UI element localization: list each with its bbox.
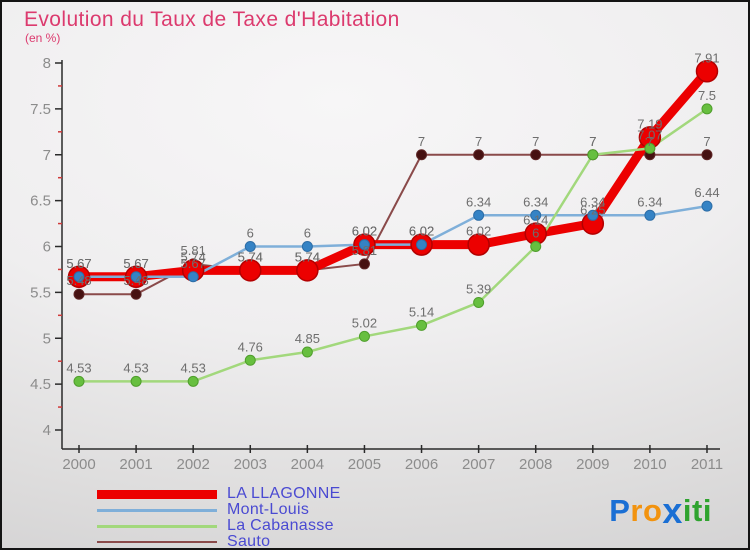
- svg-text:7: 7: [418, 134, 425, 149]
- svg-text:2002: 2002: [176, 456, 209, 473]
- svg-text:7: 7: [532, 134, 539, 149]
- svg-text:5.67: 5.67: [123, 256, 148, 271]
- proxiti-logo: Proxiti: [609, 488, 712, 531]
- svg-text:7: 7: [646, 134, 653, 149]
- svg-text:4.85: 4.85: [295, 331, 320, 346]
- legend-item-mont-louis: Mont-Louis: [97, 501, 341, 518]
- svg-text:6.44: 6.44: [694, 185, 719, 200]
- svg-text:5.74: 5.74: [238, 249, 263, 264]
- svg-text:2007: 2007: [462, 456, 495, 473]
- legend-item-la-llagonne: LA LLAGONNE: [97, 485, 341, 502]
- svg-text:5.74: 5.74: [295, 249, 320, 264]
- svg-text:5.67: 5.67: [123, 256, 148, 271]
- logo-letter: i: [702, 493, 712, 528]
- chart-title: Evolution du Taux de Taxe d'Habitation: [24, 8, 400, 31]
- legend-label: LA LLAGONNE: [227, 485, 341, 502]
- legend: LA LLAGONNE Mont-Louis La Cabanasse Sauto: [97, 485, 341, 550]
- svg-text:7.07: 7.07: [637, 127, 662, 142]
- logo-letter: P: [609, 493, 631, 528]
- svg-text:4.53: 4.53: [66, 360, 91, 375]
- svg-text:6.34: 6.34: [580, 194, 605, 209]
- svg-text:2011: 2011: [691, 456, 723, 473]
- svg-text:7: 7: [589, 134, 596, 149]
- svg-text:2008: 2008: [519, 456, 552, 473]
- svg-text:5.74: 5.74: [181, 249, 206, 264]
- logo-letter: o: [642, 493, 663, 528]
- svg-text:4.76: 4.76: [238, 339, 263, 354]
- legend-swatch: [97, 541, 217, 543]
- svg-text:2006: 2006: [405, 456, 438, 473]
- svg-text:8: 8: [43, 55, 51, 72]
- svg-text:5.67: 5.67: [181, 256, 206, 271]
- legend-swatch: [97, 508, 217, 512]
- svg-text:6: 6: [304, 226, 311, 241]
- svg-text:7.91: 7.91: [694, 50, 719, 65]
- svg-text:7.19: 7.19: [637, 116, 662, 131]
- svg-text:7: 7: [703, 134, 710, 149]
- svg-text:6.34: 6.34: [466, 194, 491, 209]
- svg-text:5.02: 5.02: [352, 315, 377, 330]
- legend-swatch: [97, 489, 217, 499]
- svg-text:2009: 2009: [576, 456, 609, 473]
- svg-text:2003: 2003: [234, 456, 267, 473]
- svg-text:5.48: 5.48: [123, 273, 148, 288]
- legend-item-sauto: Sauto: [97, 533, 341, 550]
- svg-text:6.02: 6.02: [466, 224, 491, 239]
- svg-text:2001: 2001: [119, 456, 152, 473]
- svg-text:5.5: 5.5: [30, 284, 51, 301]
- logo-letter: r: [630, 493, 643, 528]
- svg-text:5.74: 5.74: [295, 249, 320, 264]
- tax-rate-line-chart: 4 4.5 5 5.5 6 6.5 7 7.5 8 2000 2001 2002 2003 2004 200…: [30, 50, 723, 473]
- svg-text:6.02: 6.02: [352, 224, 377, 239]
- svg-text:4.53: 4.53: [181, 360, 206, 375]
- logo-letter: x: [662, 490, 683, 531]
- svg-text:5.74: 5.74: [238, 249, 263, 264]
- svg-text:6.5: 6.5: [30, 193, 51, 210]
- legend-label: Sauto: [227, 533, 271, 550]
- svg-text:7.5: 7.5: [30, 101, 51, 118]
- svg-text:2004: 2004: [291, 456, 324, 473]
- svg-text:6.02: 6.02: [409, 224, 434, 239]
- svg-text:6.34: 6.34: [523, 194, 548, 209]
- svg-text:2010: 2010: [633, 456, 666, 473]
- svg-text:5.67: 5.67: [66, 256, 91, 271]
- svg-text:2000: 2000: [62, 456, 95, 473]
- svg-text:5: 5: [43, 330, 51, 347]
- svg-text:5.39: 5.39: [466, 281, 491, 296]
- svg-text:7: 7: [589, 134, 596, 149]
- svg-text:7: 7: [475, 134, 482, 149]
- svg-text:4.5: 4.5: [30, 376, 51, 393]
- svg-text:5.67: 5.67: [66, 256, 91, 271]
- svg-text:5.81: 5.81: [181, 243, 206, 258]
- legend-swatch: [97, 524, 217, 528]
- svg-text:6.25: 6.25: [580, 203, 605, 218]
- svg-text:5.81: 5.81: [352, 243, 377, 258]
- svg-text:6.14: 6.14: [523, 213, 548, 228]
- svg-text:5.48: 5.48: [66, 273, 91, 288]
- chart-subtitle: (en %): [25, 31, 61, 45]
- svg-text:5.14: 5.14: [409, 304, 434, 319]
- svg-text:4.53: 4.53: [123, 360, 148, 375]
- svg-text:2005: 2005: [348, 456, 381, 473]
- logo-letter: t: [692, 493, 703, 528]
- svg-text:6: 6: [532, 226, 539, 241]
- svg-text:6.02: 6.02: [409, 224, 434, 239]
- legend-label: La Cabanasse: [227, 517, 334, 534]
- svg-text:7.5: 7.5: [698, 88, 716, 103]
- svg-text:7: 7: [43, 147, 51, 164]
- svg-text:4: 4: [43, 422, 51, 439]
- svg-text:6.34: 6.34: [637, 194, 662, 209]
- legend-label: Mont-Louis: [227, 501, 310, 518]
- legend-item-la-cabanasse: La Cabanasse: [97, 517, 341, 534]
- svg-text:6: 6: [247, 226, 254, 241]
- svg-text:6.02: 6.02: [352, 224, 377, 239]
- logo-letter: i: [682, 493, 693, 528]
- svg-text:6: 6: [43, 239, 51, 256]
